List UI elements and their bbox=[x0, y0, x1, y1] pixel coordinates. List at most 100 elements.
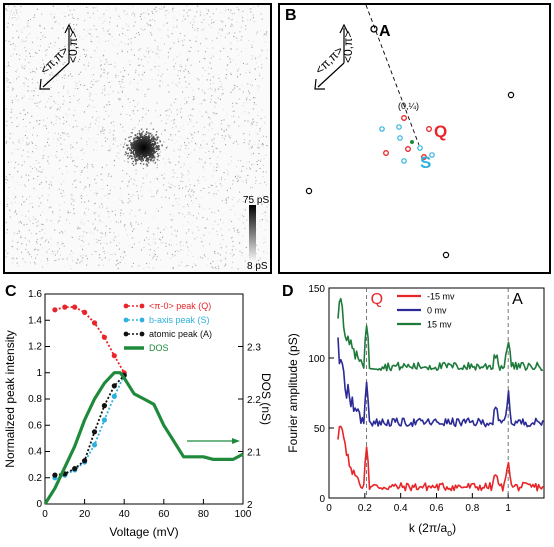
noise-dot bbox=[87, 177, 89, 179]
peak-dot bbox=[134, 139, 136, 141]
noise-dot bbox=[138, 241, 140, 243]
noise-dot bbox=[182, 125, 184, 127]
noise-dot bbox=[71, 256, 73, 258]
noise-dot bbox=[261, 219, 263, 221]
noise-dot bbox=[257, 115, 259, 117]
noise-dot bbox=[152, 267, 154, 269]
noise-dot bbox=[157, 27, 159, 29]
arrow-pipi-line bbox=[42, 62, 70, 88]
label-0pi: <0,π> bbox=[341, 31, 355, 63]
noise-dot bbox=[63, 133, 65, 135]
noise-dot bbox=[214, 252, 216, 254]
noise-dot bbox=[25, 50, 27, 52]
noise-dot bbox=[102, 89, 104, 91]
x-axis-label: k (2π/ao) bbox=[409, 521, 456, 538]
noise-dot bbox=[116, 155, 118, 157]
noise-dot bbox=[73, 200, 75, 202]
noise-dot bbox=[227, 125, 229, 127]
noise-dot bbox=[145, 108, 147, 110]
noise-dot bbox=[238, 98, 240, 100]
noise-dot bbox=[109, 104, 111, 106]
noise-dot bbox=[194, 238, 196, 240]
noise-dot bbox=[109, 189, 111, 191]
noise-dot bbox=[184, 18, 186, 20]
noise-dot bbox=[151, 134, 153, 136]
noise-dot bbox=[13, 144, 15, 146]
noise-dot bbox=[172, 205, 174, 207]
noise-dot bbox=[89, 92, 91, 94]
noise-dot bbox=[56, 79, 58, 81]
peak-dot bbox=[141, 146, 143, 148]
peak-dot bbox=[137, 154, 139, 156]
noise-dot bbox=[252, 123, 254, 125]
noise-dot bbox=[164, 173, 166, 175]
noise-dot bbox=[257, 85, 259, 87]
noise-dot bbox=[178, 185, 180, 187]
noise-dot bbox=[223, 129, 225, 131]
noise-dot bbox=[47, 260, 49, 262]
noise-dot bbox=[5, 40, 7, 42]
noise-dot bbox=[138, 58, 140, 60]
noise-dot bbox=[84, 167, 86, 169]
noise-dot bbox=[174, 230, 176, 232]
noise-dot bbox=[36, 170, 38, 172]
noise-dot bbox=[167, 51, 169, 53]
noise-dot bbox=[27, 156, 29, 158]
noise-dot bbox=[182, 206, 184, 208]
noise-dot bbox=[202, 176, 204, 178]
noise-dot bbox=[60, 143, 62, 145]
noise-dot bbox=[202, 28, 204, 30]
noise-dot bbox=[245, 72, 247, 74]
noise-dot bbox=[16, 95, 18, 97]
noise-dot bbox=[214, 220, 216, 222]
noise-dot bbox=[92, 137, 94, 139]
noise-dot bbox=[190, 9, 192, 11]
noise-dot bbox=[213, 55, 215, 57]
noise-dot bbox=[34, 215, 36, 217]
noise-dot bbox=[208, 116, 210, 118]
noise-dot bbox=[255, 58, 257, 60]
noise-dot bbox=[152, 12, 154, 14]
noise-dot bbox=[182, 44, 184, 46]
noise-dot bbox=[191, 134, 193, 136]
noise-dot bbox=[95, 81, 97, 83]
noise-dot bbox=[197, 179, 199, 181]
noise-dot bbox=[190, 114, 192, 116]
x-tick-label: 100 bbox=[235, 509, 252, 520]
noise-dot bbox=[120, 86, 122, 88]
noise-dot bbox=[158, 50, 160, 52]
noise-dot bbox=[239, 73, 241, 75]
noise-dot bbox=[155, 48, 157, 50]
legend-label: <π-0> peak (Q) bbox=[149, 301, 211, 311]
noise-dot bbox=[42, 224, 44, 226]
noise-dot bbox=[43, 63, 45, 65]
noise-dot bbox=[185, 147, 187, 149]
noise-dot bbox=[73, 60, 75, 62]
noise-dot bbox=[155, 259, 157, 261]
noise-dot bbox=[73, 9, 75, 11]
noise-dot bbox=[188, 142, 190, 144]
peak-dot bbox=[156, 145, 158, 148]
noise-dot bbox=[163, 11, 165, 13]
noise-dot bbox=[143, 54, 145, 56]
noise-dot bbox=[231, 199, 233, 201]
noise-dot bbox=[180, 64, 182, 66]
noise-dot bbox=[31, 98, 33, 100]
noise-dot bbox=[246, 101, 248, 103]
noise-dot bbox=[257, 159, 259, 161]
peak-dot bbox=[138, 157, 141, 159]
noise-dot bbox=[11, 202, 13, 204]
noise-dot bbox=[37, 120, 39, 122]
data-point bbox=[62, 304, 68, 310]
noise-dot bbox=[217, 89, 219, 91]
noise-dot bbox=[7, 198, 9, 200]
noise-dot bbox=[179, 78, 181, 80]
noise-dot bbox=[204, 162, 206, 164]
noise-dot bbox=[200, 237, 202, 239]
noise-dot bbox=[244, 260, 246, 262]
noise-dot bbox=[116, 260, 118, 262]
noise-dot bbox=[62, 232, 64, 234]
noise-dot bbox=[160, 259, 162, 261]
peak-dot bbox=[144, 141, 146, 143]
noise-dot bbox=[44, 145, 46, 147]
